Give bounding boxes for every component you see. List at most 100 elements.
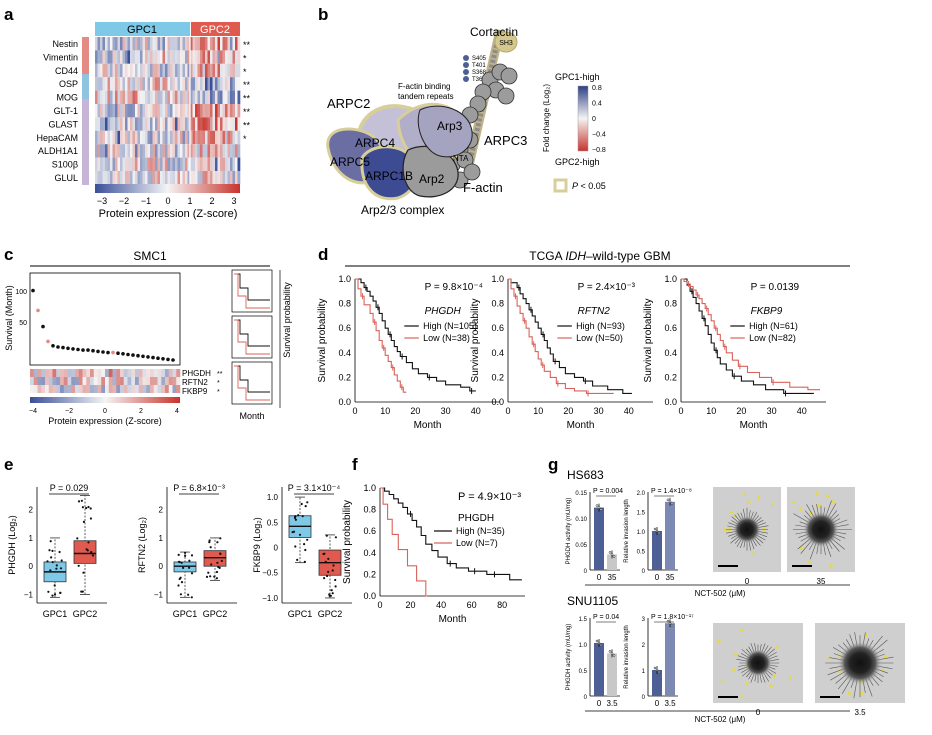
data-point <box>80 499 83 502</box>
heatmap-cell <box>162 117 166 131</box>
heatmap-cell <box>93 385 98 393</box>
data-point <box>190 572 194 575</box>
heatmap-cell <box>237 90 241 104</box>
heatmap-cell <box>107 37 111 51</box>
data-point <box>332 564 335 567</box>
drug-label: NCT-502 (μM) <box>695 715 746 724</box>
heatmap-cell <box>180 37 183 51</box>
heatmap-cell <box>107 171 111 185</box>
boxplot-p-value: P = 0.029 <box>50 483 89 493</box>
heatmap-cell <box>227 144 231 158</box>
heatmap-cell <box>142 157 146 171</box>
heatmap-cell <box>155 117 158 131</box>
cell-line-label: SNU1105 <box>567 594 618 608</box>
heatmap-cell <box>235 50 238 64</box>
heatmap-cell <box>127 130 131 145</box>
significance-label: P < 0.05 <box>572 181 606 191</box>
heatmap-cell <box>122 171 126 185</box>
survival-point <box>66 346 70 351</box>
cell-marker <box>729 510 734 514</box>
heatmap-cell <box>232 144 236 158</box>
repeats-label-1: F-actin binding <box>398 82 450 91</box>
heatmap-cell <box>117 90 121 104</box>
survival-point <box>101 350 105 354</box>
panel-c-ytick-100: 100 <box>15 289 27 296</box>
heatmap-cell <box>212 104 216 118</box>
heatmap-cell <box>120 130 123 145</box>
heatmap-cell <box>107 157 111 171</box>
heatmap-cell <box>182 157 186 171</box>
cell-marker <box>788 676 792 680</box>
panel-g-rows: HS683 0.15 0.10 0.05 0 PHGDH activity (mU/mg)… <box>566 468 905 724</box>
heatmap-cell <box>182 37 186 51</box>
panel-c-xlabel: Protein expression (Z-score) <box>48 416 162 426</box>
nta-label: NTA <box>453 154 469 163</box>
heatmap-cell <box>220 50 223 64</box>
panel-d-label: d <box>318 245 328 264</box>
heatmap-cell <box>190 117 193 131</box>
gene-label: GLT-1 <box>54 106 78 116</box>
heatmap-cell <box>165 369 169 377</box>
cell-marker <box>798 507 802 511</box>
km-ytick: 0.8 <box>664 299 677 309</box>
heatmap-cell <box>116 377 121 385</box>
heatmap-cell <box>110 144 113 158</box>
bar-ytick: 0.5 <box>579 669 588 675</box>
data-point <box>85 548 88 551</box>
heatmap-cell <box>112 37 116 51</box>
heatmap-cell <box>168 369 173 377</box>
heatmap-cell <box>125 171 128 185</box>
heatmap-cell <box>155 171 158 185</box>
heatmap-cell <box>132 37 136 51</box>
heatmap-cell <box>130 144 133 158</box>
heatmap-cell <box>117 117 121 131</box>
heatmap-cell <box>101 377 106 385</box>
colorbar-tick: 2 <box>139 408 143 415</box>
arpc3-label: ARPC3 <box>484 133 527 148</box>
heatmap-cell <box>117 50 121 64</box>
heatmap-cell <box>227 157 231 171</box>
heatmap-cell <box>225 144 228 158</box>
replicate-point <box>608 551 612 554</box>
km-ytick: 0.2 <box>338 372 351 382</box>
heatmap-cell <box>147 63 151 78</box>
panel-c-title: SMC1 <box>133 249 167 263</box>
boxplot-ylabel: RFTN2 (Log₂) <box>137 517 147 573</box>
boxplot-ytick: 1 <box>159 534 164 543</box>
heatmap-cell <box>210 117 213 131</box>
heatmap-cell <box>155 104 158 118</box>
heatmap-cell <box>63 385 68 393</box>
heatmap-cell <box>105 385 109 393</box>
data-point <box>301 515 304 518</box>
heatmap-cell <box>177 157 181 171</box>
heatmap-cell <box>33 385 38 393</box>
heatmap-cell <box>175 63 178 78</box>
data-point <box>303 543 306 546</box>
heatmap-cell <box>157 144 161 158</box>
heatmap-cell <box>100 104 103 118</box>
heatmap-cell <box>170 157 173 171</box>
heatmap-cell <box>140 77 143 91</box>
heatmap-cell <box>110 171 113 185</box>
heatmap-cell <box>41 377 46 385</box>
heatmap-cell <box>120 144 123 158</box>
heatmap-cell <box>120 117 123 131</box>
heatmap-cell <box>112 90 116 104</box>
heatmap-cell <box>175 77 178 91</box>
heatmap-cell <box>150 130 153 145</box>
colorbar-tick: −2 <box>65 408 73 415</box>
bar-ytick: 0 <box>584 695 588 701</box>
heatmap-cell <box>110 50 113 64</box>
heatmap-cell <box>97 144 101 158</box>
heatmap-cell <box>190 171 193 185</box>
panel-f: f 1.0 0.8 0.6 0.4 0.2 0.00 20 40 60 80 Month Surviv… <box>342 455 525 625</box>
significance-stars: ** <box>243 120 251 130</box>
heatmap-cell <box>95 50 98 64</box>
km-plot-f: 1.0 0.8 0.6 0.4 0.2 0.00 20 40 60 80 Month Survival… <box>342 483 525 625</box>
heatmap-cell <box>157 63 161 78</box>
heatmap-cell <box>187 77 191 91</box>
heatmap-cell <box>155 157 158 171</box>
heatmap-cell <box>227 171 231 185</box>
heatmap-cell <box>110 130 113 145</box>
boxplot-ytick: −1 <box>24 591 34 600</box>
